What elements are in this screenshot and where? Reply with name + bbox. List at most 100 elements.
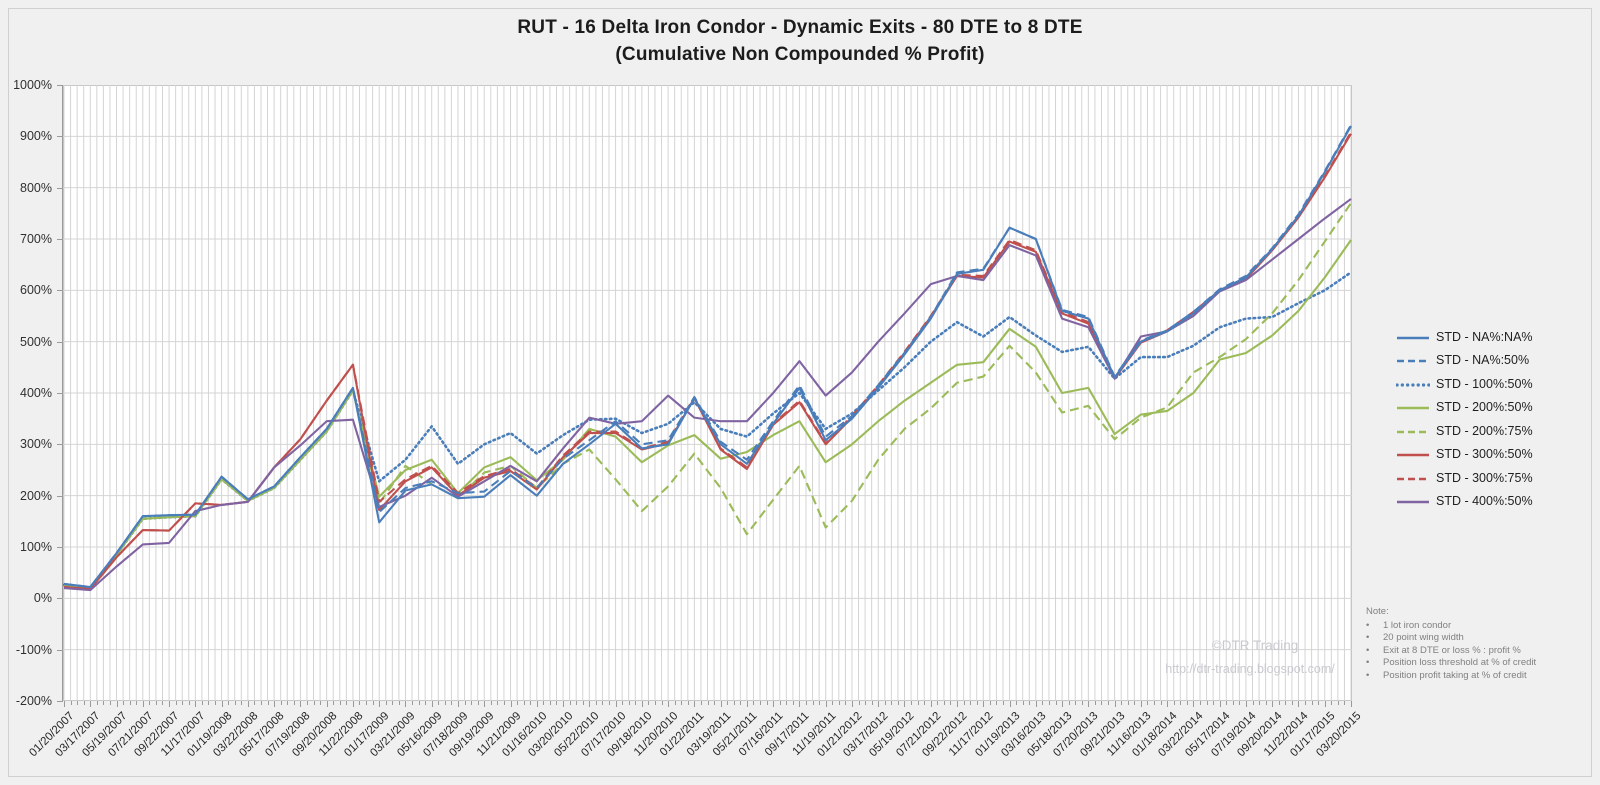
x-axis-tick-mark [911, 701, 913, 705]
legend-color-swatch [1396, 401, 1430, 413]
x-axis-tick-mark [930, 701, 932, 707]
note-bullet-icon: • [1366, 657, 1370, 669]
x-axis-tick-mark [90, 701, 92, 707]
y-axis: 1000% 900% 800% 700% 600% 500% 400% 300% 200% 100… [0, 78, 63, 708]
x-axis-tick-mark [812, 701, 814, 705]
x-axis-tick-mark [976, 701, 978, 705]
x-axis-tick-mark [694, 701, 696, 707]
x-axis-tick-mark [136, 701, 138, 705]
note-item: • Exit at 8 DTE or loss % : profit % [1366, 645, 1596, 658]
legend-item-label: STD - 200%:50% [1436, 400, 1533, 415]
legend-item-label: STD - 100%:50% [1436, 376, 1533, 391]
legend-item[interactable]: STD - NA%:NA% [1396, 325, 1581, 349]
y-axis-tick-label: 600% [20, 283, 52, 298]
x-axis-tick-mark [287, 701, 289, 705]
x-axis-tick-mark [569, 701, 571, 705]
x-axis-tick-mark [589, 701, 591, 707]
legend-item[interactable]: STD - 100%:50% [1395, 372, 1581, 396]
legend-item[interactable]: STD - 200%:50% [1396, 396, 1581, 420]
x-axis-tick-mark [983, 701, 985, 707]
x-axis-tick-mark [1337, 701, 1339, 705]
x-axis-tick-mark [379, 701, 381, 707]
x-axis-tick-mark [142, 701, 144, 707]
x-axis-tick-mark [1259, 701, 1261, 705]
note-heading: Note: [1366, 606, 1389, 617]
x-axis-tick-mark [832, 701, 834, 705]
note-item-text: 20 point wing width [1383, 632, 1464, 644]
x-axis-tick-mark [260, 701, 262, 705]
x-axis-tick-mark [1331, 701, 1333, 705]
x-axis-tick-mark [746, 701, 748, 707]
x-axis-tick-mark [1311, 701, 1313, 705]
x-axis-tick-mark [162, 701, 164, 705]
x-axis-tick-mark [182, 701, 184, 705]
x-axis-tick-mark [1101, 701, 1103, 705]
legend-item[interactable]: STD - 300%:50% [1396, 443, 1581, 467]
x-axis-tick-mark [444, 701, 446, 705]
series-line [63, 198, 1352, 592]
x-axis-tick-mark [1134, 701, 1136, 705]
y-axis-tick-label: 300% [20, 437, 52, 452]
x-axis-tick-mark [1154, 701, 1155, 705]
x-axis-tick-mark [654, 701, 656, 705]
grid-lines [63, 85, 1352, 701]
x-axis-tick-mark [989, 701, 991, 705]
x-axis-tick-mark [300, 701, 302, 707]
legend-item[interactable]: STD - 200%:75% [1396, 419, 1581, 443]
x-axis-tick-mark [996, 701, 998, 705]
note-item: • 1 lot iron condor [1366, 620, 1596, 633]
x-axis-tick-mark [641, 701, 643, 707]
x-axis-tick-mark [1193, 701, 1195, 707]
x-axis-tick-mark [523, 701, 525, 705]
x-axis-tick-mark [1291, 701, 1293, 705]
x-axis-tick-mark [201, 701, 203, 705]
x-axis-tick-mark [1029, 701, 1031, 705]
x-axis-tick-mark [878, 701, 880, 707]
x-axis-tick-mark [884, 701, 886, 705]
x-axis-tick-mark [490, 701, 492, 705]
y-axis-tick-mark [57, 239, 63, 240]
x-axis-tick-mark [779, 701, 781, 705]
series-lines [63, 124, 1352, 592]
x-axis-tick-mark [563, 701, 565, 707]
x-axis-tick-mark [615, 701, 617, 707]
watermark-copyright: ©DTR Trading [1211, 638, 1299, 653]
x-axis-tick-mark [359, 701, 361, 705]
x-axis-tick-mark [536, 701, 538, 707]
legend-color-swatch [1396, 495, 1430, 507]
x-axis-tick-mark [825, 701, 827, 707]
x-axis-tick-mark [333, 701, 335, 705]
x-axis-tick-mark [346, 701, 348, 705]
x-axis-tick-mark [1344, 701, 1346, 705]
note-bullet-icon: • [1366, 644, 1370, 656]
x-axis-tick-mark [740, 701, 742, 705]
x-axis-tick-mark [943, 701, 945, 705]
legend-color-swatch [1396, 331, 1430, 343]
legend-item[interactable]: STD - 300%:75% [1396, 466, 1581, 490]
x-axis-tick-mark [1265, 701, 1267, 705]
x-axis-tick-mark [1062, 701, 1064, 707]
x-axis-tick-mark [602, 701, 604, 705]
legend-color-swatch [1396, 472, 1430, 484]
x-axis-tick-mark [687, 701, 689, 705]
note-bullet-icon: • [1366, 619, 1370, 631]
y-axis-tick-label: 0% [33, 591, 52, 606]
x-axis-tick-mark [339, 701, 341, 705]
x-axis-tick-mark [628, 701, 630, 705]
x-axis-tick-mark [215, 701, 217, 705]
x-axis-tick-mark [576, 701, 578, 705]
x-axis-tick-mark [385, 701, 387, 705]
x-axis-tick-mark [648, 701, 650, 705]
x-axis-tick-mark [1108, 701, 1110, 705]
x-axis-tick-mark [503, 701, 505, 705]
y-axis-tick-label: 100% [20, 540, 52, 554]
y-axis-tick-mark [57, 701, 63, 702]
legend-item[interactable]: STD - NA%:50% [1396, 349, 1581, 373]
x-axis-tick-mark [1324, 701, 1326, 707]
x-axis-tick-mark [661, 701, 663, 705]
x-axis-tick-mark [274, 701, 276, 707]
x-axis-tick-mark [1068, 701, 1070, 705]
x-axis-tick-mark [1055, 701, 1057, 705]
legend-item[interactable]: STD - 400%:50% [1396, 490, 1581, 514]
x-axis-tick-mark [1121, 701, 1123, 705]
